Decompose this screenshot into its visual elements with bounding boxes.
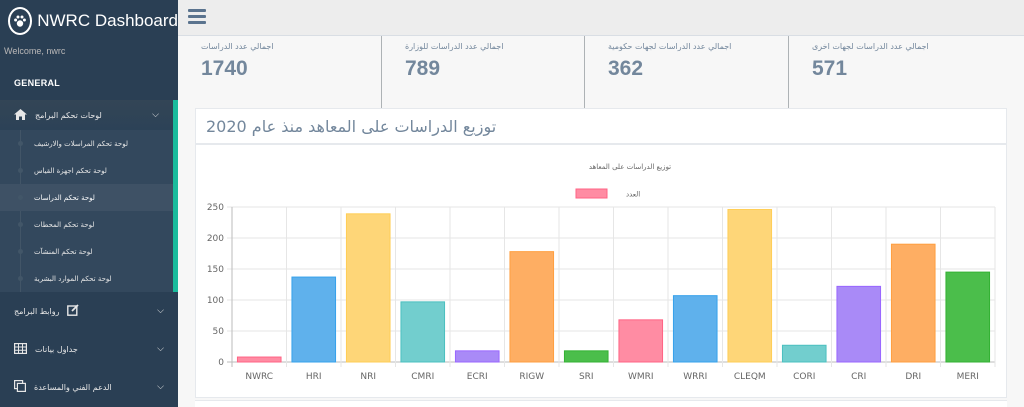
next-panel-edge: [195, 400, 1007, 407]
sub-item-hr[interactable]: لوحة تحكم الموارد البشرية: [0, 265, 173, 292]
sub-item-studies[interactable]: لوحة تحكم الدراسات: [0, 184, 173, 211]
chart-container: توزيع الدراسات على المعاهد العدد NWRC HRI…: [196, 147, 1008, 399]
bar-hri[interactable]: [291, 276, 337, 363]
bar-rigw[interactable]: [509, 251, 555, 363]
x-tick-label: CMRI: [411, 372, 434, 382]
stat-label: اجمالي عدد الدراسات لجهات حكومية: [608, 42, 732, 51]
stat-government-studies: اجمالي عدد الدراسات لجهات حكومية 362: [584, 36, 784, 108]
brand[interactable]: NWRC Dashboard: [0, 0, 178, 42]
sub-item-facilities[interactable]: لوحة تحكم المنشآت: [0, 238, 173, 265]
y-tick-label: 200: [207, 234, 224, 244]
y-tick-label: 50: [213, 327, 225, 337]
menu-label: روابط البرامج: [14, 306, 60, 316]
menu-data-tables[interactable]: جداول بيانات ⌵: [0, 330, 178, 368]
stat-ministry-studies: اجمالي عدد الدراسات للوزارة 789: [381, 36, 581, 108]
stat-label: اجمالي عدد الدراسات لجهات اخرى: [812, 42, 929, 51]
x-tick-label: CRI: [851, 372, 866, 382]
sub-item-stations[interactable]: لوحة تحكم المحطات: [0, 211, 173, 238]
bar-cri[interactable]: [836, 285, 882, 363]
paw-icon: [8, 7, 33, 35]
chart-panel: توزيع الدراسات على المعاهد منذ عام 2020 …: [195, 108, 1007, 398]
home-icon: [14, 108, 27, 122]
y-tick-label: 150: [207, 265, 224, 275]
bar-cori[interactable]: [781, 344, 827, 363]
welcome-text: Welcome, nwrc: [4, 46, 66, 56]
x-tick-label: WRRI: [683, 372, 707, 382]
menu-support[interactable]: الدعم الفني والمساعدة ⌵: [0, 368, 178, 406]
brand-title: NWRC Dashboard: [37, 11, 178, 30]
x-axis-labels: NWRC HRI NRI CMRI ECRI RIGW SRI WMRI WRRI CLEQM CO…: [245, 372, 979, 382]
legend-swatch[interactable]: [575, 188, 608, 199]
menu-label: الدعم الفني والمساعدة: [34, 382, 112, 392]
stat-total-studies: اجمالي عدد الدراسات 1740: [178, 36, 378, 108]
x-tick-label: CLEQM: [734, 372, 766, 382]
legend-label: العدد: [626, 191, 640, 199]
sub-item-instruments[interactable]: لوحة تحكم اجهزة القياس: [0, 157, 173, 184]
y-tick-label: 250: [207, 203, 224, 213]
bar-meri[interactable]: [945, 271, 991, 363]
submenu: لوحة تحكم المراسلات والارشيف لوحة تحكم ا…: [0, 130, 178, 292]
bar-sri[interactable]: [563, 350, 609, 363]
x-tick-label: MERI: [957, 372, 979, 382]
edit-icon: [67, 304, 80, 318]
sidebar: NWRC Dashboard Welcome, nwrc GENERAL لوح…: [0, 0, 178, 407]
y-tick-label: 100: [207, 296, 224, 306]
x-tick-label: DRI: [905, 372, 921, 382]
menu-program-dashboards[interactable]: لوحات تحكم البرامج ⌵: [0, 100, 178, 130]
stats-row: اجمالي عدد الدراسات 1740 اجمالي عدد الدر…: [178, 36, 1024, 108]
bar-ecri[interactable]: [454, 350, 500, 363]
stat-label: اجمالي عدد الدراسات للوزارة: [405, 42, 504, 51]
x-tick-label: WMRI: [628, 372, 654, 382]
stat-label: اجمالي عدد الدراسات: [201, 42, 274, 51]
x-tick-label: ECRI: [467, 372, 488, 382]
bar-nwrc[interactable]: [236, 356, 282, 363]
panel-title: توزيع الدراسات على المعاهد منذ عام 2020: [196, 109, 1006, 145]
sub-item-archive[interactable]: لوحة تحكم المراسلات والارشيف: [0, 130, 173, 157]
y-tick-label: 0: [218, 358, 224, 368]
table-icon: [14, 342, 28, 356]
menu-label: جداول بيانات: [35, 344, 78, 354]
x-tick-label: CORI: [793, 372, 815, 382]
menu-program-links[interactable]: روابط البرامج ⌵: [0, 292, 178, 330]
chevron-down-icon: ⌵: [157, 306, 164, 316]
x-tick-label: NWRC: [245, 372, 273, 382]
chevron-down-icon: ⌵: [157, 382, 164, 392]
bar-chart: توزيع الدراسات على المعاهد العدد NWRC HRI…: [207, 163, 996, 382]
chart-title: توزيع الدراسات على المعاهد: [589, 163, 671, 171]
y-axis-labels: 0 50 100 150 200 250: [207, 203, 224, 368]
stat-value: 362: [608, 57, 644, 80]
bar-cmri[interactable]: [400, 301, 446, 363]
bar-wmri[interactable]: [618, 319, 664, 363]
bar-cleqm[interactable]: [727, 208, 773, 363]
chart-bars: [236, 208, 991, 363]
bar-nri[interactable]: [345, 213, 391, 363]
x-tick-label: NRI: [360, 372, 376, 382]
top-nav: [178, 0, 1024, 36]
chevron-down-icon: ⌵: [157, 344, 164, 354]
stat-value: 789: [405, 57, 441, 80]
x-tick-label: HRI: [306, 372, 322, 382]
chevron-down-icon: ⌵: [152, 110, 159, 120]
x-tick-label: RIGW: [519, 372, 544, 382]
section-title: GENERAL: [14, 78, 61, 88]
stat-value: 1740: [201, 57, 248, 80]
x-tick-label: SRI: [579, 372, 594, 382]
panel-title-text: توزيع الدراسات على المعاهد منذ عام 2020: [206, 116, 497, 136]
bar-wrri[interactable]: [672, 295, 718, 363]
bar-dri[interactable]: [890, 243, 936, 363]
stat-value: 571: [812, 57, 848, 80]
stat-other-studies: اجمالي عدد الدراسات لجهات اخرى 571: [788, 36, 988, 108]
menu-label: لوحات تحكم البرامج: [35, 110, 102, 120]
clone-icon: [14, 380, 27, 394]
menu-toggle-icon[interactable]: [188, 9, 206, 25]
